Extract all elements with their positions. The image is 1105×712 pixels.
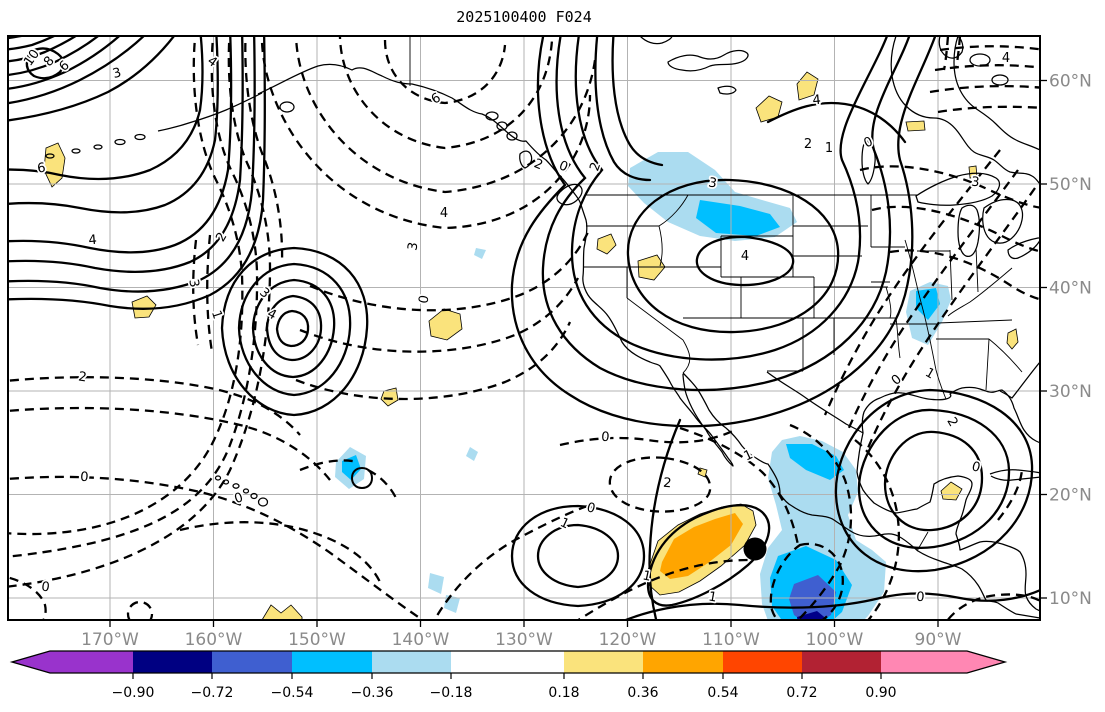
colorbar-tick-label: −0.72 <box>191 685 234 701</box>
colorbar-segment <box>292 651 372 673</box>
colorbar-tick-label: 0.54 <box>707 685 738 701</box>
x-tick-label: 160°W <box>185 630 243 650</box>
colorbar-under-arrow <box>12 651 50 673</box>
colorbar-tick-label: −0.54 <box>271 685 314 701</box>
colorbar-segment <box>372 651 451 673</box>
contour-label: 2 <box>532 156 545 173</box>
contour-label: 0 <box>916 590 926 606</box>
colorbar-tick-label: −0.90 <box>112 685 155 701</box>
colorbar-tick-label: 0.90 <box>865 685 896 701</box>
grid-lines <box>8 36 1040 620</box>
contour-label: 0 <box>80 470 90 486</box>
y-axis-labels: 10°N 20°N 30°N 40°N 50°N 60°N <box>1049 72 1092 610</box>
dashed-contours <box>8 36 1040 620</box>
colorbar-tick-label: 0.36 <box>627 685 658 701</box>
colorbar-segment <box>723 651 802 673</box>
x-axis-labels: 170°W 160°W 150°W 140°W 130°W 120°W 110°W 100°W… <box>81 630 962 650</box>
colorbar-segment <box>643 651 723 673</box>
colorbar-tick-label: 0.18 <box>548 685 579 701</box>
y-tick-label: 40°N <box>1049 279 1092 299</box>
x-tick-label: 130°W <box>495 630 553 650</box>
contour-label: 3 <box>971 175 981 191</box>
contour-label: 10 <box>21 47 43 69</box>
contour-label: 1 <box>922 365 937 382</box>
colorbar-tick-label: 0.72 <box>786 685 817 701</box>
contour-label: 6 <box>36 161 46 177</box>
x-tick-label: 100°W <box>806 630 864 650</box>
y-tick-label: 60°N <box>1049 72 1092 92</box>
contour-label: 4 <box>1002 51 1010 66</box>
contour-label: 4 <box>440 206 448 221</box>
storm-marker <box>743 537 767 561</box>
coastlines <box>45 36 1040 619</box>
page-title: 2025100400 F024 <box>456 8 591 26</box>
contour-label: 4 <box>88 233 98 249</box>
contour-label: 4 <box>812 93 822 109</box>
x-tick-label: 170°W <box>81 630 139 650</box>
contour-label: 0 <box>970 459 982 476</box>
x-tick-label: 140°W <box>392 630 450 650</box>
contour-label: 2 <box>663 476 673 492</box>
contour-label: 0 <box>601 430 611 446</box>
colorbar-segment <box>881 651 967 673</box>
contour-label: 2 <box>943 415 960 430</box>
shaded-regions-negative <box>335 152 951 620</box>
colorbar-segment <box>133 651 212 673</box>
y-tick-label: 30°N <box>1049 382 1092 402</box>
contour-label: 3 <box>405 241 421 252</box>
solid-contours <box>8 36 1040 620</box>
contour-label: 0 <box>585 500 597 517</box>
colorbar-segment <box>802 651 881 673</box>
contour-label: 1 <box>825 141 833 156</box>
y-tick-label: 20°N <box>1049 486 1092 506</box>
contour-label: 2 <box>804 137 812 152</box>
colorbar-segment <box>451 651 564 673</box>
y-tick-label: 50°N <box>1049 175 1092 195</box>
colorbar-over-arrow <box>967 651 1005 673</box>
hawaii-islands <box>214 475 269 507</box>
contour-label: 0 <box>416 294 432 305</box>
y-tick-label: 10°N <box>1049 589 1092 609</box>
colorbar-tick-label: −0.18 <box>430 685 473 701</box>
contour-label: 2 <box>77 370 87 386</box>
contour-label: 4 <box>741 249 749 264</box>
x-tick-label: 150°W <box>288 630 346 650</box>
colorbar-outline <box>9 650 1008 674</box>
colorbar-segment <box>212 651 292 673</box>
colorbar-segment <box>564 651 643 673</box>
colorbar-tick-label: −0.36 <box>351 685 394 701</box>
contour-label: 0 <box>233 490 246 507</box>
colorbar-segment <box>50 651 133 673</box>
contour-label: 3 <box>111 65 123 82</box>
x-tick-label: 90°W <box>915 630 962 650</box>
axis-ticks <box>109 79 1047 627</box>
x-tick-label: 120°W <box>599 630 657 650</box>
x-tick-label: 110°W <box>702 630 760 650</box>
contour-label: 0 <box>40 580 50 596</box>
contour-label: 4 <box>264 306 278 323</box>
colorbar: −0.90 −0.72 −0.54 −0.36 −0.18 0.18 0.36 0.54 0.7… <box>9 650 1008 701</box>
